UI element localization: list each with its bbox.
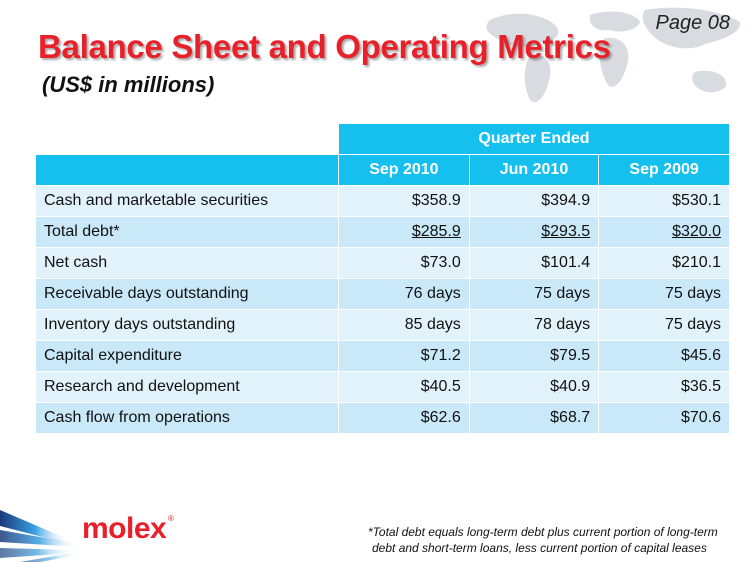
row-label: Inventory days outstanding	[36, 310, 339, 341]
column-header-sep-2009: Sep 2009	[599, 155, 730, 186]
metrics-table: Quarter Ended Sep 2010 Jun 2010 Sep 2009…	[36, 124, 730, 434]
row-label: Receivable days outstanding	[36, 279, 339, 310]
cell-value: $70.6	[599, 403, 730, 434]
table-corner-blank	[36, 124, 339, 155]
cell-value: $293.5	[469, 217, 600, 248]
footnote: *Total debt equals long-term debt plus c…	[368, 524, 742, 556]
cell-value: $40.5	[339, 372, 470, 403]
table-row: Cash and marketable securities $358.9 $3…	[36, 186, 730, 217]
cell-value: $68.7	[469, 403, 600, 434]
cell-value: 75 days	[599, 310, 730, 341]
row-label-header-blank	[36, 155, 339, 186]
molex-logo: molex	[82, 512, 167, 545]
cell-value-underlined: $320.0	[672, 223, 721, 240]
row-label: Research and development	[36, 372, 339, 403]
cell-value: $36.5	[599, 372, 730, 403]
cell-value: $320.0	[599, 217, 730, 248]
row-label: Cash flow from operations	[36, 403, 339, 434]
light-streak-graphic	[0, 510, 80, 562]
cell-value: $79.5	[469, 341, 600, 372]
cell-value: 75 days	[469, 279, 600, 310]
cell-value: $71.2	[339, 341, 470, 372]
cell-value: 75 days	[599, 279, 730, 310]
cell-value: $73.0	[339, 248, 470, 279]
row-label: Capital expenditure	[36, 341, 339, 372]
cell-value: $285.9	[339, 217, 470, 248]
registered-mark: ®	[168, 514, 174, 523]
cell-value: $358.9	[339, 186, 470, 217]
page-subtitle: (US$ in millions)	[42, 72, 215, 97]
cell-value: $394.9	[469, 186, 600, 217]
table-row: Net cash $73.0 $101.4 $210.1	[36, 248, 730, 279]
cell-value: $530.1	[599, 186, 730, 217]
page-title: Balance Sheet and Operating Metrics	[38, 28, 611, 65]
cell-value: $101.4	[469, 248, 600, 279]
cell-value: $40.9	[469, 372, 600, 403]
footnote-line-1: *Total debt equals long-term debt plus c…	[368, 525, 718, 539]
table-row: Capital expenditure $71.2 $79.5 $45.6	[36, 341, 730, 372]
page-number: Page 08	[655, 12, 730, 34]
cell-value: $62.6	[339, 403, 470, 434]
table-row: Inventory days outstanding 85 days 78 da…	[36, 310, 730, 341]
cell-value-underlined: $285.9	[411, 223, 461, 240]
table-row: Total debt* $285.9 $293.5 $320.0	[36, 217, 730, 248]
cell-value: 76 days	[339, 279, 470, 310]
cell-value-underlined: $293.5	[541, 223, 591, 240]
table-row: Research and development $40.5 $40.9 $36…	[36, 372, 730, 403]
column-header-jun-2010: Jun 2010	[469, 155, 600, 186]
footnote-line-2: debt and short-term loans, less current …	[372, 541, 707, 555]
column-header-sep-2010: Sep 2010	[339, 155, 470, 186]
cell-value: $210.1	[599, 248, 730, 279]
table-row: Cash flow from operations $62.6 $68.7 $7…	[36, 403, 730, 434]
row-label: Net cash	[36, 248, 339, 279]
quarter-ended-header: Quarter Ended	[339, 124, 730, 155]
cell-value: 78 days	[469, 310, 600, 341]
cell-value: $45.6	[599, 341, 730, 372]
row-label: Total debt*	[36, 217, 339, 248]
row-label: Cash and marketable securities	[36, 186, 339, 217]
world-map-graphic	[486, 7, 741, 103]
table-row: Receivable days outstanding 76 days 75 d…	[36, 279, 730, 310]
cell-value: 85 days	[339, 310, 470, 341]
